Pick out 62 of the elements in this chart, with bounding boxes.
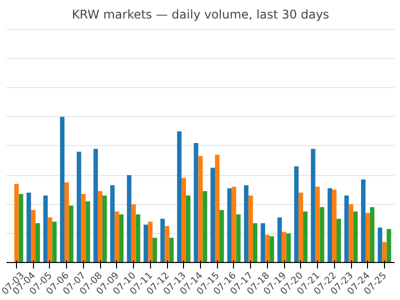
bar: [136, 214, 140, 262]
bar: [194, 143, 198, 262]
bar: [219, 210, 224, 262]
chart-title: KRW markets — daily volume, last 30 days: [72, 8, 330, 22]
bar: [320, 207, 324, 262]
bar: [366, 212, 370, 262]
bar: [248, 195, 253, 262]
bar: [277, 217, 282, 262]
bar: [148, 222, 153, 262]
bar: [270, 236, 274, 262]
bar: [370, 207, 374, 262]
bar: [361, 179, 366, 262]
bar: [60, 116, 64, 262]
bar: [382, 242, 387, 262]
bar: [14, 184, 19, 262]
bar: [131, 204, 136, 262]
bar: [265, 234, 270, 262]
bar: [160, 218, 165, 262]
bar: [64, 182, 69, 262]
bar: [86, 201, 90, 262]
bar: [260, 223, 266, 262]
bar: [119, 214, 124, 262]
bar: [182, 178, 186, 262]
bar: [232, 186, 236, 262]
bar: [303, 212, 308, 262]
bar: [31, 210, 36, 262]
bar: [294, 166, 299, 262]
bar: [210, 168, 215, 262]
bar: [298, 192, 304, 262]
bar: [186, 195, 190, 262]
bar: [244, 185, 248, 262]
bar: [328, 188, 332, 262]
bar: [26, 192, 32, 262]
bar: [144, 224, 148, 262]
bar: [98, 191, 102, 262]
bar: [353, 212, 358, 262]
bar: [126, 175, 132, 262]
bar: [93, 148, 98, 262]
bar: [177, 131, 182, 262]
bar: [236, 214, 241, 262]
bar: [102, 195, 107, 262]
bar: [202, 191, 208, 262]
bar: [344, 195, 349, 262]
bar: [386, 228, 392, 262]
bar: [315, 186, 320, 262]
bar: [336, 218, 341, 262]
bar: [68, 206, 74, 262]
bar: [164, 226, 170, 262]
bar: [114, 212, 120, 262]
bar: [76, 152, 82, 262]
bar: [282, 232, 286, 262]
bar: [310, 148, 316, 262]
bar: [35, 223, 40, 262]
bar: [252, 223, 258, 262]
bar: [110, 185, 115, 262]
bar: [43, 195, 48, 262]
bar: [286, 233, 291, 262]
bar: [332, 190, 337, 262]
bar: [214, 154, 220, 262]
bar: [52, 222, 57, 262]
bar: [152, 238, 158, 262]
bar: [81, 194, 86, 262]
